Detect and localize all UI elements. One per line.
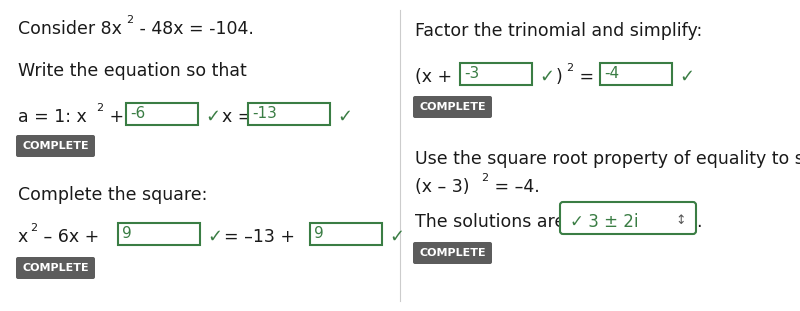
Text: ✓: ✓ <box>205 108 220 126</box>
FancyBboxPatch shape <box>248 103 330 125</box>
Text: COMPLETE: COMPLETE <box>419 248 486 258</box>
Text: x =: x = <box>222 108 252 126</box>
Text: ): ) <box>556 68 562 86</box>
Text: Write the equation so that: Write the equation so that <box>18 62 246 80</box>
FancyBboxPatch shape <box>16 257 95 279</box>
Text: -3: -3 <box>464 67 479 81</box>
Text: 9: 9 <box>122 226 132 242</box>
FancyBboxPatch shape <box>118 223 200 245</box>
Text: Use the square root property of equality to solve: Use the square root property of equality… <box>415 150 800 168</box>
Text: =: = <box>574 68 594 86</box>
Text: 9: 9 <box>314 226 324 242</box>
Text: ✓: ✓ <box>207 228 222 246</box>
FancyBboxPatch shape <box>16 135 95 157</box>
Text: -6: -6 <box>130 106 146 122</box>
Text: ✓: ✓ <box>679 68 694 86</box>
Text: 3 ± 2i: 3 ± 2i <box>583 213 638 231</box>
Text: Factor the trinomial and simplify:: Factor the trinomial and simplify: <box>415 22 702 40</box>
FancyBboxPatch shape <box>126 103 198 125</box>
Text: .: . <box>696 213 702 231</box>
Text: ✓: ✓ <box>337 108 352 126</box>
Text: ↕: ↕ <box>675 214 686 227</box>
Text: COMPLETE: COMPLETE <box>419 102 486 112</box>
Text: ✓: ✓ <box>539 68 554 86</box>
Text: = –13 +: = –13 + <box>224 228 295 246</box>
Text: a = 1: x: a = 1: x <box>18 108 86 126</box>
Text: (x +: (x + <box>415 68 452 86</box>
Text: COMPLETE: COMPLETE <box>22 141 89 151</box>
Text: Consider 8x: Consider 8x <box>18 20 122 38</box>
FancyBboxPatch shape <box>413 96 492 118</box>
Text: x: x <box>18 228 28 246</box>
Text: -4: -4 <box>604 67 619 81</box>
Text: -13: -13 <box>252 106 277 122</box>
Text: Complete the square:: Complete the square: <box>18 186 207 204</box>
FancyBboxPatch shape <box>600 63 672 85</box>
FancyBboxPatch shape <box>310 223 382 245</box>
Text: (x – 3): (x – 3) <box>415 178 470 196</box>
Text: COMPLETE: COMPLETE <box>22 263 89 273</box>
Text: 2: 2 <box>30 223 37 233</box>
Text: ✓: ✓ <box>389 228 404 246</box>
Text: 2: 2 <box>96 103 103 113</box>
Text: The solutions are: The solutions are <box>415 213 566 231</box>
FancyBboxPatch shape <box>413 242 492 264</box>
Text: = –4.: = –4. <box>489 178 540 196</box>
Text: 2: 2 <box>566 63 573 73</box>
Text: 2: 2 <box>126 15 133 25</box>
Text: – 6x +: – 6x + <box>38 228 99 246</box>
FancyBboxPatch shape <box>460 63 532 85</box>
Text: ✓: ✓ <box>569 213 583 231</box>
Text: - 48x = -104.: - 48x = -104. <box>134 20 254 38</box>
FancyBboxPatch shape <box>560 202 696 234</box>
Text: +: + <box>104 108 124 126</box>
Text: 2: 2 <box>481 173 488 183</box>
